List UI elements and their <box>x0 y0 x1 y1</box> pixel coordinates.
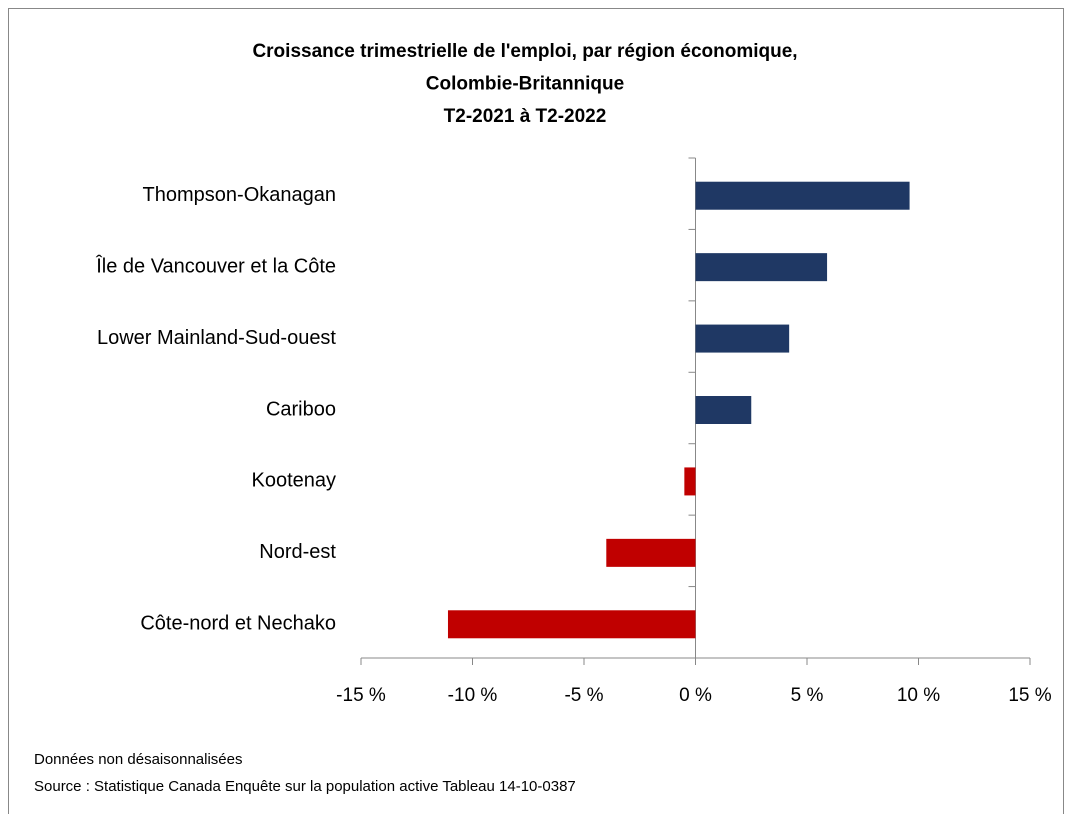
note: Données non désaisonnalisées <box>34 751 242 768</box>
y-tick-label: Cariboo <box>266 398 336 420</box>
chart-frame <box>8 8 1064 814</box>
chart-title: Colombie-Britannique <box>426 74 624 95</box>
bar <box>695 396 752 424</box>
bar <box>684 467 696 496</box>
y-tick-label: Lower Mainland-Sud-ouest <box>97 327 336 349</box>
y-tick-label: Kootenay <box>251 470 336 492</box>
x-tick-label: -15 % <box>336 685 386 706</box>
x-tick-label: 10 % <box>897 685 940 706</box>
y-tick-label: Thompson-Okanagan <box>143 184 336 206</box>
y-tick-label: Île de Vancouver et la Côte <box>95 254 336 277</box>
x-tick-label: -10 % <box>448 685 498 706</box>
x-tick-label: -5 % <box>564 685 603 706</box>
chart-title: T2-2021 à T2-2022 <box>444 106 607 127</box>
bar <box>606 538 696 567</box>
y-tick-label: Nord-est <box>259 541 336 563</box>
bar <box>447 610 696 639</box>
bar <box>695 181 910 210</box>
x-tick-label: 15 % <box>1008 685 1051 706</box>
x-tick-label: 5 % <box>791 685 824 706</box>
y-tick-label: Côte-nord et Nechako <box>140 613 336 635</box>
note: Source : Statistique Canada Enquête sur … <box>34 778 576 795</box>
bar <box>695 324 790 353</box>
chart-title: Croissance trimestrielle de l'emploi, pa… <box>252 41 797 62</box>
x-tick-label: 0 % <box>679 685 712 706</box>
bar <box>695 253 828 282</box>
